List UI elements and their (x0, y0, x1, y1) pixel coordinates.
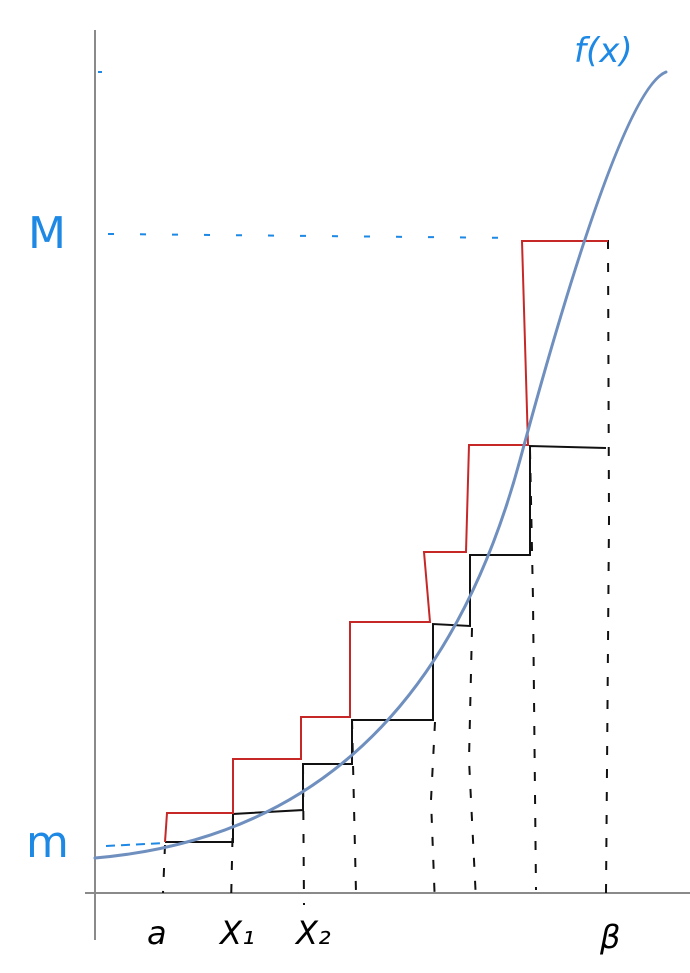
partition-line-5 (429, 721, 436, 906)
upper-bound-label: M (28, 208, 66, 259)
partition-line-beta (605, 239, 611, 894)
partition-line-x1 (230, 814, 234, 906)
x-end-label: β (599, 918, 620, 956)
axes (85, 30, 690, 940)
x-start-label: a (147, 914, 167, 952)
function-curve (93, 70, 668, 860)
lower-bound-dashed-line (105, 842, 166, 847)
x2-label: X₂ (294, 914, 331, 952)
function-label: f(x) (574, 31, 633, 71)
lower-step-function (165, 444, 607, 843)
x1-label: X₁ (218, 914, 255, 952)
upper-bound-dashed-line (107, 233, 521, 239)
partition-lines (162, 239, 611, 906)
partition-line-a (162, 844, 166, 894)
upper-step-function (164, 240, 608, 843)
lower-bound-label: m (26, 817, 69, 868)
bound-guides (98, 71, 521, 847)
partition-line-6 (467, 627, 477, 901)
